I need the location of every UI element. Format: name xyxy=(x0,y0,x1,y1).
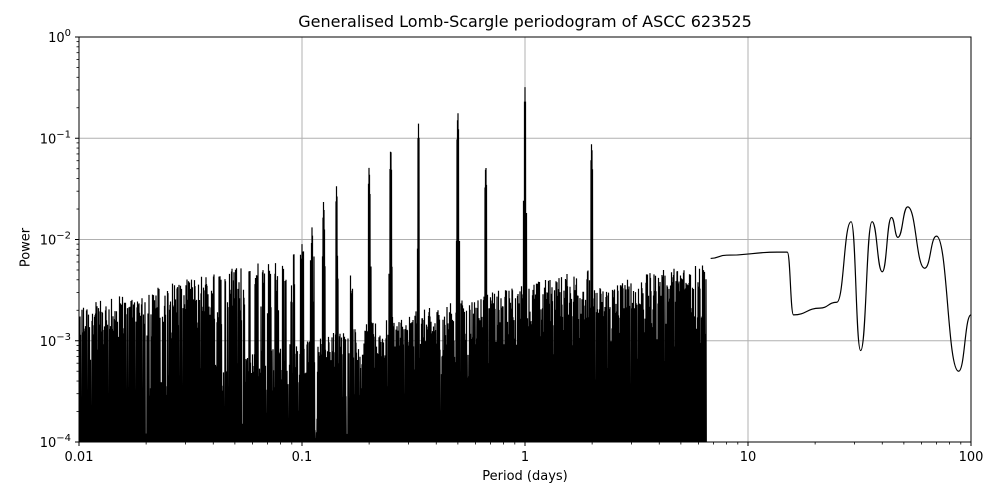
y-tick-label: 10−3 xyxy=(40,332,71,350)
y-tick-label: 100 xyxy=(48,28,71,46)
axis-ticks: 0.01 0.1 1 10 100 100 10−1 10−2 10−3 10−4 xyxy=(40,28,984,465)
x-tick-label: 10 xyxy=(740,450,757,465)
power-spectrum-line xyxy=(79,87,971,442)
x-tick-label: 100 xyxy=(959,450,984,465)
y-tick-label: 10−4 xyxy=(40,433,71,451)
chart-title: Generalised Lomb-Scargle periodogram of … xyxy=(298,12,752,31)
x-tick-label: 1 xyxy=(521,450,529,465)
x-tick-label: 0.1 xyxy=(292,450,313,465)
x-axis-label: Period (days) xyxy=(482,469,568,484)
y-tick-label: 10−1 xyxy=(40,129,71,147)
y-tick-label: 10−2 xyxy=(40,231,71,249)
x-tick-label: 0.01 xyxy=(65,450,94,465)
